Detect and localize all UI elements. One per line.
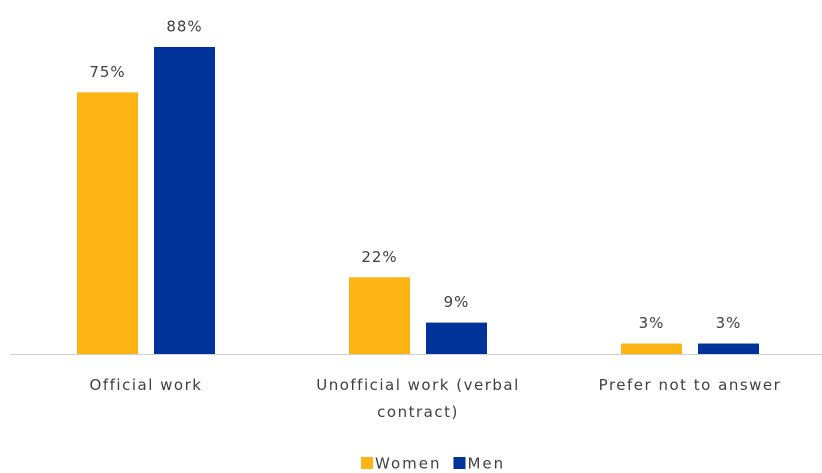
bar xyxy=(77,92,138,355)
x-tick-label: Prefer not to answer xyxy=(598,376,782,394)
legend-swatch xyxy=(361,457,373,469)
legend-swatch xyxy=(453,457,466,469)
value-label: 3% xyxy=(716,314,742,332)
legend-label: Men xyxy=(467,455,505,473)
value-label: 3% xyxy=(639,314,665,332)
x-tick-label: Unofficial work (verbal contract) xyxy=(316,376,520,421)
legend-label: Women xyxy=(375,455,441,473)
value-label: 22% xyxy=(361,248,397,266)
bar xyxy=(698,343,759,354)
value-label: 88% xyxy=(166,18,202,36)
x-tick-label: Official work xyxy=(89,376,203,394)
value-label: 9% xyxy=(444,293,470,311)
bar xyxy=(621,343,682,354)
bar xyxy=(426,322,487,354)
bar xyxy=(154,47,215,354)
value-label: 75% xyxy=(89,63,125,81)
bar xyxy=(349,277,410,354)
